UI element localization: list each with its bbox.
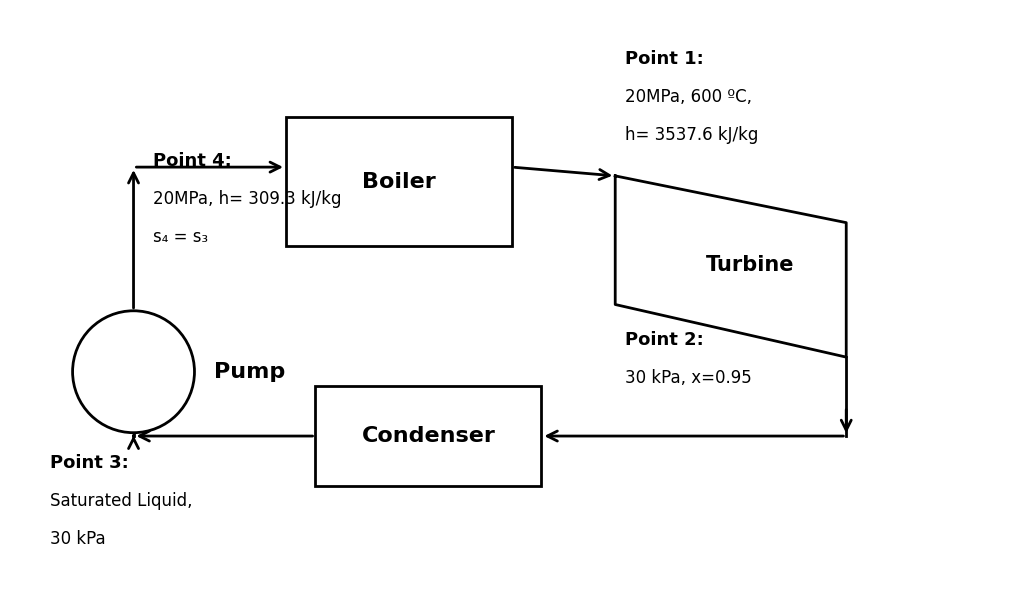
- Text: s₄ = s₃: s₄ = s₃: [154, 228, 208, 247]
- Text: Saturated Liquid,: Saturated Liquid,: [50, 491, 193, 510]
- Text: Pump: Pump: [214, 362, 286, 382]
- Text: 30 kPa, x=0.95: 30 kPa, x=0.95: [625, 369, 752, 387]
- Text: Point 1:: Point 1:: [625, 50, 703, 68]
- Text: Boiler: Boiler: [362, 172, 436, 192]
- Text: h= 3537.6 kJ/kg: h= 3537.6 kJ/kg: [625, 126, 759, 144]
- Bar: [315, 386, 542, 486]
- Bar: [286, 118, 512, 246]
- Text: 30 kPa: 30 kPa: [50, 530, 105, 547]
- Text: 20MPa, 600 ºC,: 20MPa, 600 ºC,: [625, 88, 752, 106]
- Text: Point 4:: Point 4:: [154, 152, 232, 171]
- Text: Turbine: Turbine: [707, 255, 795, 275]
- Text: Point 3:: Point 3:: [50, 454, 129, 471]
- Text: Point 2:: Point 2:: [625, 331, 703, 349]
- Text: Condenser: Condenser: [361, 426, 496, 446]
- Text: 20MPa, h= 309.3 kJ/kg: 20MPa, h= 309.3 kJ/kg: [154, 191, 342, 208]
- Ellipse shape: [73, 311, 195, 432]
